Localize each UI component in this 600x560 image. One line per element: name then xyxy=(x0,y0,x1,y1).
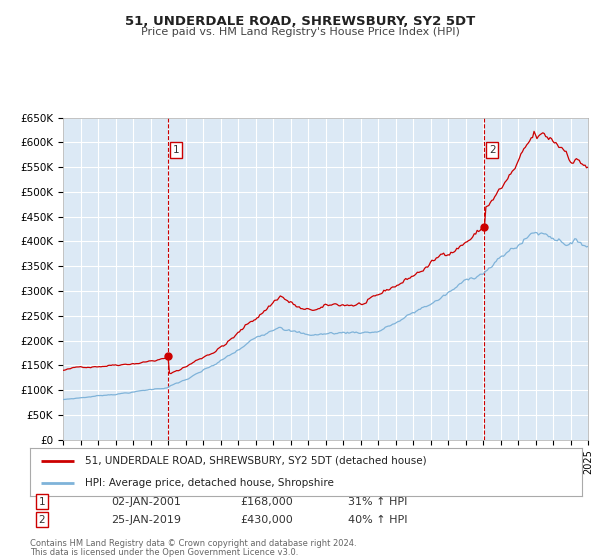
Text: HPI: Average price, detached house, Shropshire: HPI: Average price, detached house, Shro… xyxy=(85,478,334,488)
Text: £430,000: £430,000 xyxy=(240,515,293,525)
Text: 51, UNDERDALE ROAD, SHREWSBURY, SY2 5DT (detached house): 51, UNDERDALE ROAD, SHREWSBURY, SY2 5DT … xyxy=(85,456,427,466)
Text: This data is licensed under the Open Government Licence v3.0.: This data is licensed under the Open Gov… xyxy=(30,548,298,557)
Text: Price paid vs. HM Land Registry's House Price Index (HPI): Price paid vs. HM Land Registry's House … xyxy=(140,27,460,37)
Text: 51, UNDERDALE ROAD, SHREWSBURY, SY2 5DT: 51, UNDERDALE ROAD, SHREWSBURY, SY2 5DT xyxy=(125,15,475,28)
Text: 2: 2 xyxy=(38,515,46,525)
Text: 1: 1 xyxy=(172,145,179,155)
Text: 25-JAN-2019: 25-JAN-2019 xyxy=(111,515,181,525)
Text: Contains HM Land Registry data © Crown copyright and database right 2024.: Contains HM Land Registry data © Crown c… xyxy=(30,539,356,548)
Text: 1: 1 xyxy=(38,497,46,507)
Text: £168,000: £168,000 xyxy=(240,497,293,507)
Text: 2: 2 xyxy=(489,145,496,155)
Text: 02-JAN-2001: 02-JAN-2001 xyxy=(111,497,181,507)
Text: 31% ↑ HPI: 31% ↑ HPI xyxy=(348,497,407,507)
Text: 40% ↑ HPI: 40% ↑ HPI xyxy=(348,515,407,525)
